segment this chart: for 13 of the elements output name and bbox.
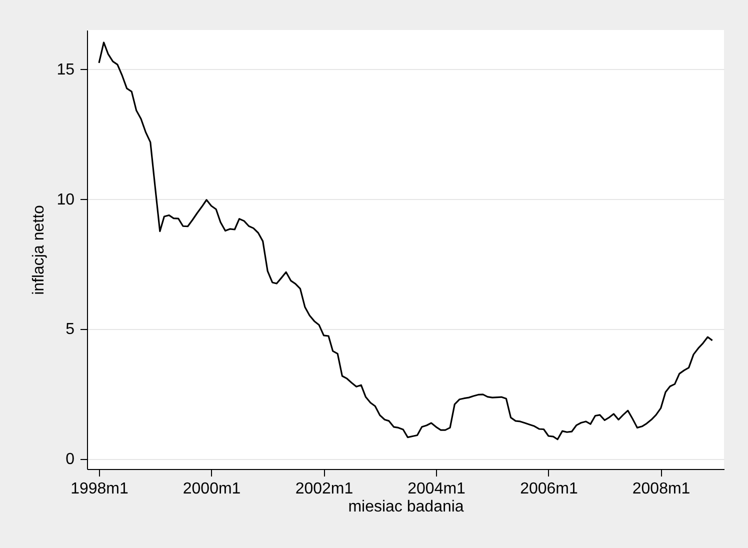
y-axis-title: inflacja netto	[30, 204, 48, 295]
x-tick-label: 2000m1	[182, 480, 241, 498]
x-tick-label: 2004m1	[408, 480, 466, 498]
y-tick-label: 15	[56, 61, 75, 78]
y-tick-label: 0	[66, 451, 75, 468]
x-tick-label: 2008m1	[632, 480, 690, 498]
x-tick-label: 2002m1	[295, 480, 354, 498]
x-tick-label: 2006m1	[520, 480, 578, 498]
y-tick-label: 5	[66, 321, 75, 338]
x-tick-label: 1998m1	[70, 480, 129, 498]
y-tick-label: 10	[56, 191, 75, 208]
line-series	[98, 42, 714, 440]
x-axis-title: miesiac badania	[348, 498, 464, 516]
